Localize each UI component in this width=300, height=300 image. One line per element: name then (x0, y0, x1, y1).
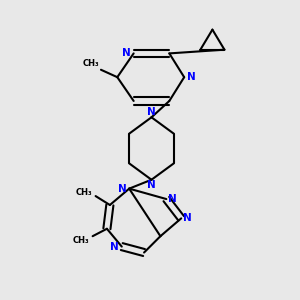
Text: N: N (168, 194, 177, 204)
Text: CH₃: CH₃ (73, 236, 90, 245)
Text: N: N (147, 180, 156, 190)
Text: CH₃: CH₃ (76, 188, 93, 197)
Text: N: N (118, 184, 127, 194)
Text: N: N (110, 242, 119, 252)
Text: N: N (122, 48, 130, 59)
Text: CH₃: CH₃ (82, 59, 99, 68)
Text: N: N (147, 107, 156, 117)
Text: N: N (183, 213, 192, 224)
Text: N: N (187, 72, 196, 82)
